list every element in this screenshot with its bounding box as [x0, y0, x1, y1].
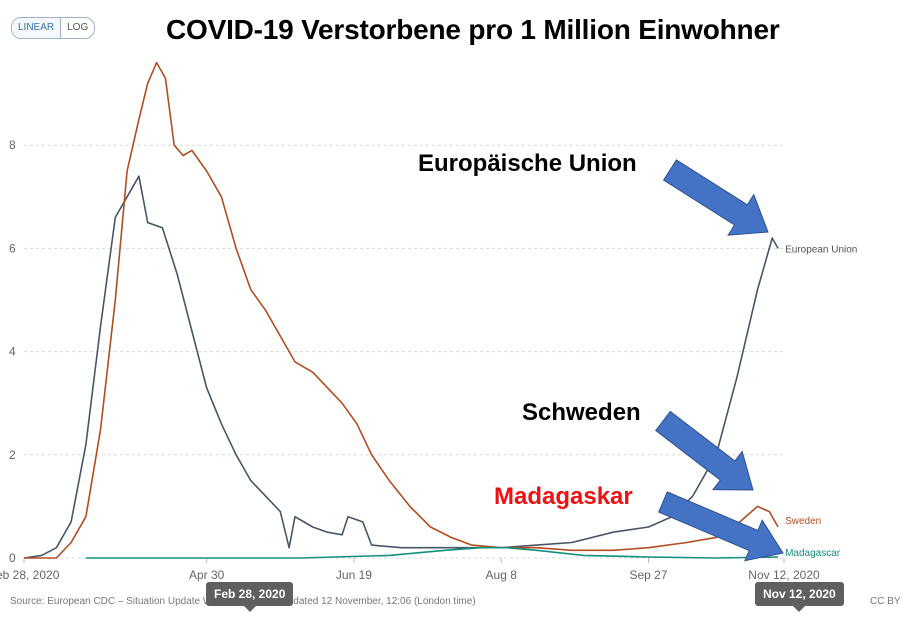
time-slider-end-label[interactable]: Nov 12, 2020 [755, 582, 844, 612]
series-label: European Union [785, 244, 857, 255]
series-label: Sweden [785, 516, 821, 527]
annotation-arrow [658, 491, 784, 562]
series-labels: European Union Sweden Madagascar [785, 244, 857, 559]
x-tick-label: Aug 8 [486, 568, 518, 582]
y-tick-label: 0 [9, 551, 16, 565]
series-label: Madagascar [785, 548, 841, 559]
time-slider-start-label[interactable]: Feb 28, 2020 [206, 582, 294, 612]
y-tick-label: 6 [9, 241, 16, 255]
annotation-arrow [662, 159, 769, 236]
x-axis-ticks: Feb 28, 2020 Apr 30 Jun 19 Aug 8 Sep 27 Nov 1… [0, 558, 820, 582]
x-tick-label: Sep 27 [629, 568, 667, 582]
annotation-arrow [654, 410, 754, 491]
y-axis-ticks: 0 2 4 6 8 [9, 138, 16, 565]
series-line-madagascar [85, 546, 779, 559]
annotation-eu: Europäische Union [418, 150, 637, 177]
scale-toggle: LINEAR LOG [11, 17, 96, 39]
linear-scale-button[interactable]: LINEAR [12, 18, 62, 38]
series-lines [23, 61, 779, 559]
x-tick-label: Jun 19 [336, 568, 372, 582]
chart-title: COVID-19 Verstorbene pro 1 Million Einwo… [166, 14, 780, 45]
series-line-sweden [24, 61, 779, 559]
annotation-madagascar: Madagaskar [494, 483, 633, 510]
annotation-arrows [654, 159, 784, 562]
x-tick-label: Nov 12, 2020 [748, 568, 820, 582]
x-tick-label: Feb 28, 2020 [0, 568, 60, 582]
annotation-sweden: Schweden [522, 399, 641, 426]
series-line-european-union [23, 175, 779, 559]
y-tick-label: 2 [9, 448, 16, 462]
log-scale-button[interactable]: LOG [67, 22, 89, 33]
y-tick-label: 4 [9, 345, 16, 359]
y-tick-label: 8 [9, 138, 16, 152]
license-link[interactable]: CC BY [870, 596, 901, 607]
x-tick-label: Apr 30 [189, 568, 225, 582]
